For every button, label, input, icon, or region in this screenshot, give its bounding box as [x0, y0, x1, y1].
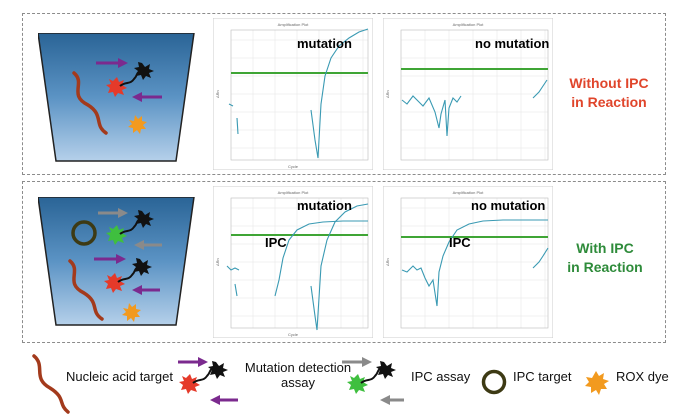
ipc-probe [106, 210, 154, 245]
noise-curve [532, 247, 549, 269]
plot-label-mutation: mutation [297, 198, 352, 213]
noise-curve [401, 95, 462, 137]
nucleic-acid-target-icon [32, 354, 70, 414]
legend-ipc-assay: IPC assay [411, 369, 471, 384]
amplification-plot-no-mutation-with-ipc: Amplification Plot ΔRn no mutation IPC [383, 186, 553, 338]
condition-line2: in Reaction [571, 94, 647, 110]
amplification-plot-no-mutation-no-ipc: Amplification Plot ΔRn no mutation [383, 18, 553, 170]
rox-dye-icon [122, 303, 141, 322]
nucleic-acid-strand [68, 259, 104, 321]
y-axis-label: ΔRn [385, 90, 390, 98]
noise-curve [532, 79, 548, 99]
condition-line2: in Reaction [567, 259, 643, 275]
amplification-curve [310, 28, 369, 159]
mutation-forward-arrow [96, 58, 128, 68]
legend-mutation-line2: assay [281, 375, 315, 390]
condition-line1: With IPC [576, 240, 634, 256]
mutation-probe [104, 258, 152, 293]
amplification-curve [228, 103, 234, 107]
plot-label-ipc: IPC [449, 235, 471, 250]
mutation-probe [106, 62, 154, 97]
ipc-assay-icon [342, 357, 404, 405]
rox-dye-legend-icon [585, 371, 609, 395]
nucleic-acid-strand [72, 71, 108, 135]
y-axis-label: ΔRn [215, 258, 220, 266]
condition-label-without-ipc: Without IPC in Reaction [554, 74, 664, 112]
x-axis-label: Cycle [288, 332, 299, 337]
mutation-reverse-arrow [132, 92, 162, 102]
ipc-target-icon [481, 369, 507, 395]
mutation-reverse-arrow [132, 285, 160, 295]
panel-without-ipc [22, 13, 666, 175]
legend-mutation-line1: Mutation detection [244, 360, 352, 375]
noise-curve [234, 283, 238, 297]
mutation-amplification-curve [310, 203, 369, 331]
ipc-reverse-arrow [134, 240, 162, 250]
x-axis-label: Cycle [288, 164, 299, 169]
plot-title: Amplification Plot [453, 190, 485, 195]
reaction-tube-without-ipc [38, 33, 195, 162]
plot-label-no-mutation: no mutation [471, 198, 546, 213]
y-axis-label: ΔRn [385, 258, 390, 266]
ipc-amplification-curve [401, 219, 548, 307]
amplification-curve [236, 117, 239, 135]
noise-curve [226, 265, 240, 271]
panel-with-ipc [22, 181, 666, 343]
plot-title: Amplification Plot [453, 22, 485, 27]
amplification-plot-mutation-no-ipc: Amplification Plot ΔRn Cycle mutation [213, 18, 373, 170]
legend-mutation-detection-assay: Mutation detection assay [238, 360, 358, 390]
mutation-detection-assay-icon [178, 357, 238, 405]
plot-label-mutation: mutation [297, 36, 352, 51]
legend: Nucleic acid target Mutation detection a… [0, 350, 697, 416]
tube-body [38, 33, 195, 162]
plot-title: Amplification Plot [278, 22, 310, 27]
mutation-forward-arrow [94, 254, 126, 264]
legend-rox-dye: ROX dye [616, 369, 669, 384]
plot-title: Amplification Plot [278, 190, 310, 195]
reaction-tube-with-ipc [38, 197, 195, 326]
ipc-forward-arrow [98, 208, 128, 218]
condition-line1: Without IPC [569, 75, 649, 91]
legend-nucleic-acid-target: Nucleic acid target [66, 369, 173, 384]
plot-label-ipc: IPC [265, 235, 287, 250]
condition-label-with-ipc: With IPC in Reaction [550, 239, 660, 277]
y-axis-label: ΔRn [215, 90, 220, 98]
rox-dye-icon [128, 115, 147, 134]
legend-ipc-target: IPC target [513, 369, 572, 384]
ipc-target-ring [71, 220, 97, 246]
amplification-plot-mutation-with-ipc: Amplification Plot ΔRn Cycle mutation IP… [213, 186, 373, 338]
plot-label-no-mutation: no mutation [475, 36, 550, 51]
